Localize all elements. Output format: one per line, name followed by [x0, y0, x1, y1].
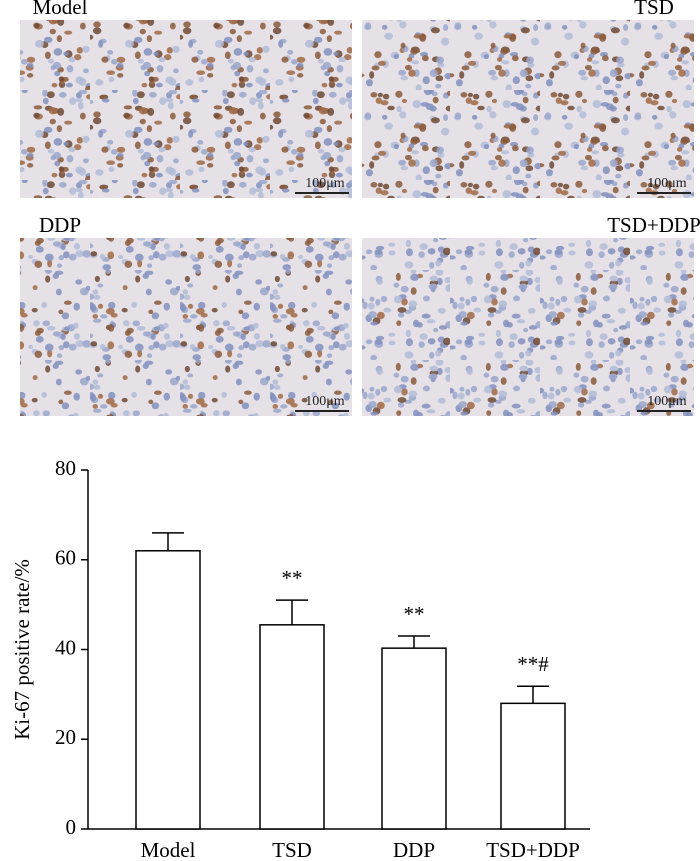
- bar: [135, 550, 201, 830]
- x-tick-label: DDP: [393, 838, 435, 861]
- y-tick-label: 0: [66, 815, 77, 839]
- error-bar: [517, 685, 549, 704]
- y-tick-label: 60: [55, 546, 76, 570]
- micrograph: [362, 238, 694, 416]
- error-bar: [398, 635, 430, 649]
- panel-title: Model: [33, 0, 88, 19]
- scale-bar-label: 100μm: [305, 176, 345, 191]
- y-axis-label: Ki-67 positive rate/%: [10, 559, 34, 740]
- panel-title: TSD+DDP: [607, 213, 700, 237]
- error-bar: [152, 532, 184, 551]
- significance-label: **: [404, 602, 425, 626]
- micrograph: [20, 238, 352, 416]
- bar: [500, 702, 566, 830]
- micrograph: [362, 20, 694, 198]
- y-tick-label: 40: [55, 635, 76, 659]
- significance-label: **: [282, 566, 303, 590]
- x-tick-label: TSD: [272, 838, 312, 861]
- error-bar: [276, 599, 308, 625]
- significance-label: **#: [517, 652, 549, 676]
- scale-bar-label: 100μm: [647, 394, 687, 409]
- x-tick-label: TSD+DDP: [486, 838, 580, 861]
- y-tick-label: 80: [55, 456, 76, 480]
- panel-title: TSD: [634, 0, 674, 19]
- micrograph: [20, 20, 352, 198]
- bar: [381, 647, 447, 830]
- scale-bar-label: 100μm: [305, 394, 345, 409]
- bar: [259, 624, 325, 830]
- y-tick-label: 20: [55, 725, 76, 749]
- panel-title: DDP: [39, 213, 81, 237]
- x-tick-label: Model: [141, 838, 196, 861]
- scale-bar-label: 100μm: [647, 176, 687, 191]
